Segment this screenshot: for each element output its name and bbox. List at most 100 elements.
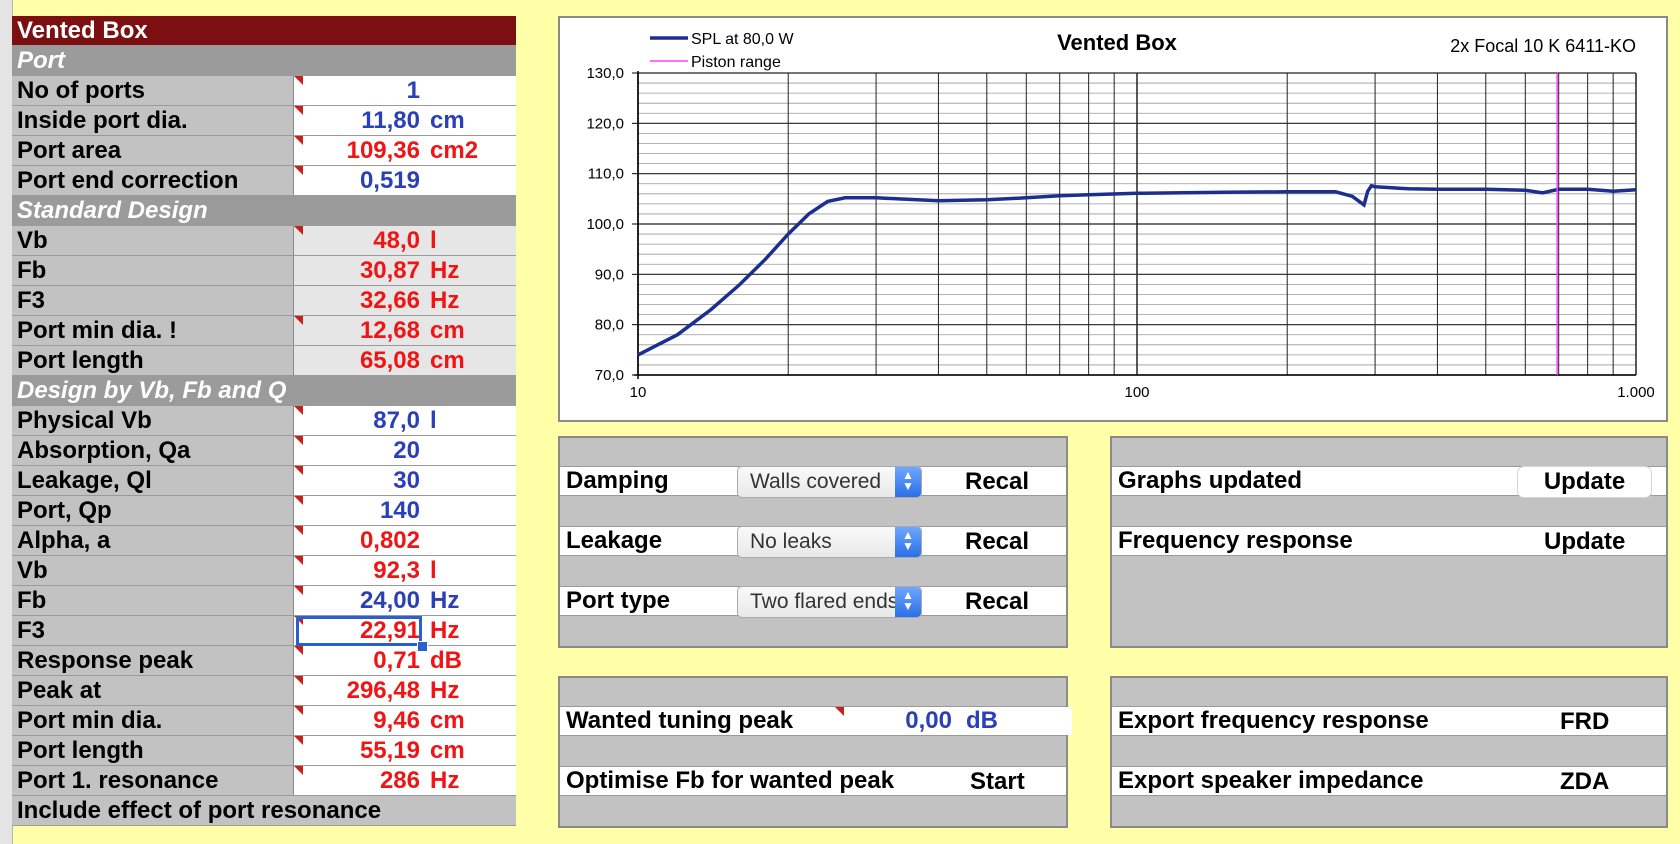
row-label: Leakage, Ql bbox=[12, 466, 294, 495]
comment-marker[interactable] bbox=[294, 406, 303, 415]
damping-select-value: Walls covered bbox=[750, 470, 882, 493]
row-alpha: Alpha, a 0,802 bbox=[12, 526, 516, 556]
port-type-select[interactable]: Two flared ends ▲ ▼ bbox=[737, 586, 922, 618]
row-unit: cm bbox=[430, 737, 465, 764]
wanted-peak-input[interactable]: 0,00 dB bbox=[842, 707, 1072, 735]
y-tick-label: 100,0 bbox=[586, 216, 624, 233]
y-tick-label: 70,0 bbox=[595, 367, 624, 384]
export-impedance-label: Export speaker impedance bbox=[1118, 767, 1424, 794]
comment-marker[interactable] bbox=[294, 166, 303, 175]
damping-recal-button[interactable]: Recal bbox=[965, 468, 1030, 495]
row-label: Port area bbox=[12, 136, 294, 165]
row-unit: l bbox=[430, 407, 437, 434]
row-value: 65,08 bbox=[359, 347, 420, 374]
row-value: 87,0 bbox=[373, 407, 420, 434]
port-min-dia-value: 9,46 cm bbox=[294, 706, 516, 735]
row-unit: Hz bbox=[430, 617, 460, 644]
y-tick-label: 110,0 bbox=[588, 166, 624, 183]
std-port-length-value: 65,08 cm bbox=[294, 346, 516, 375]
inside-port-dia-input[interactable]: 11,80 cm bbox=[294, 106, 516, 135]
comment-marker[interactable] bbox=[835, 707, 844, 716]
comment-marker[interactable] bbox=[294, 226, 303, 235]
row-label: Port 1. resonance bbox=[12, 766, 294, 795]
comment-marker[interactable] bbox=[294, 436, 303, 445]
graphs-update-button[interactable]: Update bbox=[1517, 466, 1652, 498]
fill-handle[interactable] bbox=[417, 641, 428, 652]
row-unit: Hz bbox=[430, 257, 460, 284]
row-fb: Fb 24,00 Hz bbox=[12, 586, 516, 616]
row-include-port-resonance[interactable]: Include effect of port resonance bbox=[12, 796, 516, 826]
row-f3: F3 22,91 Hz bbox=[12, 616, 516, 646]
row-value: 92,3 bbox=[373, 557, 420, 584]
row-port-end-correction: Port end correction 0,519 bbox=[12, 166, 516, 196]
row-leakage-ql: Leakage, Ql 30 bbox=[12, 466, 516, 496]
x-tick-label: 100 bbox=[1124, 384, 1149, 401]
row-label: Physical Vb bbox=[12, 406, 294, 435]
physical-vb-input[interactable]: 87,0 l bbox=[294, 406, 516, 435]
y-tick-label: 90,0 bbox=[595, 266, 624, 283]
leakage-recal-button[interactable]: Recal bbox=[965, 528, 1030, 555]
optimise-start-button[interactable]: Start bbox=[970, 768, 1025, 795]
row-no-of-ports: No of ports 1 bbox=[12, 76, 516, 106]
row-peak-at: Peak at 296,48 Hz bbox=[12, 676, 516, 706]
export-frequency-row: Export frequency response FRD bbox=[1112, 706, 1666, 736]
comment-marker[interactable] bbox=[294, 646, 303, 655]
comment-marker[interactable] bbox=[294, 136, 303, 145]
table-title-row: Vented Box bbox=[12, 16, 516, 46]
row-label: Vb bbox=[12, 556, 294, 585]
spl-chart[interactable]: 130,0 120,0 110,0 100,0 90,0 80,0 70,0 10 100 1.0… bbox=[558, 16, 1668, 422]
port-qp-input[interactable]: 140 bbox=[294, 496, 516, 525]
row-unit: cm bbox=[430, 707, 465, 734]
row-value: 22,91 bbox=[359, 617, 420, 644]
port-end-correction-input[interactable]: 0,519 bbox=[294, 166, 516, 195]
export-zda-button[interactable]: ZDA bbox=[1560, 768, 1610, 795]
port-type-recal-button[interactable]: Recal bbox=[965, 588, 1030, 615]
peak-at-value: 296,48 Hz bbox=[294, 676, 516, 705]
comment-marker[interactable] bbox=[294, 736, 303, 745]
row-value: 0,519 bbox=[359, 167, 420, 194]
row-label: Response peak bbox=[12, 646, 294, 675]
frequency-response-row: Frequency response Update bbox=[1112, 526, 1666, 556]
absorption-qa-input[interactable]: 20 bbox=[294, 436, 516, 465]
frequency-update-button[interactable]: Update bbox=[1544, 528, 1626, 555]
comment-marker[interactable] bbox=[294, 706, 303, 715]
export-frd-button[interactable]: FRD bbox=[1560, 708, 1610, 735]
row-value: 48,0 bbox=[373, 227, 420, 254]
row-unit: l bbox=[430, 557, 437, 584]
row-value: 55,19 bbox=[359, 737, 420, 764]
f3-value[interactable]: 22,91 Hz bbox=[294, 616, 516, 645]
chart-title: Vented Box bbox=[1057, 30, 1178, 55]
comment-marker[interactable] bbox=[294, 106, 303, 115]
comment-marker[interactable] bbox=[294, 316, 303, 325]
row-label: Alpha, a bbox=[12, 526, 294, 555]
optimise-row: Optimise Fb for wanted peak Start bbox=[560, 766, 1066, 796]
y-tick-label: 80,0 bbox=[595, 317, 624, 334]
comment-marker[interactable] bbox=[294, 496, 303, 505]
section-design-by-vb: Design by Vb, Fb and Q bbox=[12, 376, 516, 406]
export-panel: Export frequency response FRD Export spe… bbox=[1110, 676, 1668, 828]
selected-cell-outline[interactable] bbox=[296, 616, 422, 646]
leakage-ql-input[interactable]: 30 bbox=[294, 466, 516, 495]
row-label: Port length bbox=[12, 346, 294, 375]
wanted-peak-row: Wanted tuning peak 0,00 dB bbox=[560, 706, 1072, 736]
fb-input[interactable]: 24,00 Hz bbox=[294, 586, 516, 615]
leakage-select[interactable]: No leaks ▲ ▼ bbox=[737, 526, 922, 558]
row-value: 109,36 bbox=[346, 137, 420, 164]
comment-marker[interactable] bbox=[294, 766, 303, 775]
legend-piston-label: Piston range bbox=[691, 54, 781, 71]
comment-marker[interactable] bbox=[294, 676, 303, 685]
std-fb-value: 30,87 Hz bbox=[294, 256, 516, 285]
comment-marker[interactable] bbox=[294, 466, 303, 475]
comment-marker[interactable] bbox=[294, 526, 303, 535]
damping-select[interactable]: Walls covered ▲ ▼ bbox=[737, 466, 922, 498]
row-label: Fb bbox=[12, 256, 294, 285]
std-f3-value: 32,66 Hz bbox=[294, 286, 516, 315]
comment-marker[interactable] bbox=[294, 76, 303, 85]
section-port-label: Port bbox=[17, 47, 65, 74]
row-label: Peak at bbox=[12, 676, 294, 705]
no-of-ports-input[interactable]: 1 bbox=[294, 76, 516, 105]
comment-marker[interactable] bbox=[294, 556, 303, 565]
row-value: 11,80 bbox=[361, 107, 420, 134]
x-tick-label: 1.000 bbox=[1617, 384, 1655, 401]
comment-marker[interactable] bbox=[294, 586, 303, 595]
